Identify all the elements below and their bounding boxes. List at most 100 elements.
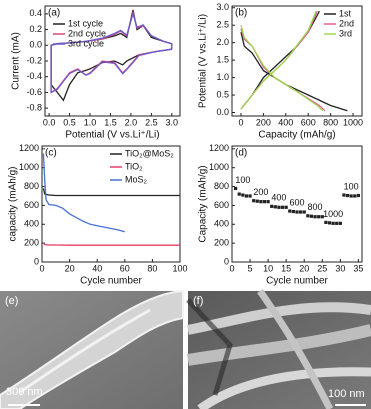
y-tick-label: 0.0 — [216, 107, 229, 117]
y-tick-label: 1.5 — [216, 55, 229, 65]
fiber — [0, 289, 184, 409]
x-axis-label: Cycle number — [80, 276, 142, 287]
series-line — [42, 153, 125, 233]
legend-label: TiO₂@MoS₂ — [125, 148, 174, 158]
legend-label: TiO₂ — [125, 161, 143, 171]
x-tick-label: 1.0 — [84, 117, 97, 127]
x-tick-label: 35 — [353, 263, 363, 273]
rate-label: 1000 — [323, 209, 343, 219]
y-tick-label: 0.0 — [29, 40, 42, 50]
series-line — [42, 188, 180, 197]
x-tick-label: 3.0 — [166, 117, 179, 127]
x-tick-label: 2.0 — [125, 117, 138, 127]
y-tick-label: -0.4 — [26, 71, 42, 81]
x-tick-label: 40 — [92, 263, 102, 273]
y-tick-label: 3.0 — [216, 2, 229, 12]
x-tick-label: 100 — [172, 263, 187, 273]
legend-label: 2nd — [339, 18, 354, 28]
data-point — [288, 209, 292, 213]
y-tick-label: 0 — [224, 256, 229, 266]
data-point — [252, 199, 256, 203]
panel-label: (b) — [235, 8, 247, 19]
x-tick-label: 20 — [65, 263, 75, 273]
data-point — [241, 193, 245, 197]
data-point — [266, 200, 270, 204]
data-point — [338, 221, 342, 225]
data-point — [277, 205, 281, 209]
x-tick-label: 800 — [323, 117, 338, 127]
chart-panel: 0 200 400 600 800 1000 0.0 0.5 1.0 1.5 2.0 2.5 3.0 Ca… — [198, 2, 363, 141]
x-tick-label: 600 — [301, 117, 316, 127]
data-point — [356, 193, 360, 198]
x-tick-label: 0.5 — [63, 117, 76, 127]
series-line — [240, 10, 324, 112]
panel-label: (e) — [5, 295, 18, 307]
x-tick-label: 0.0 — [43, 117, 56, 127]
series-line — [240, 10, 326, 112]
legend-label: 3rd — [339, 28, 352, 38]
x-tick-label: 400 — [278, 117, 293, 127]
y-tick-label: 200 — [214, 238, 229, 248]
rate-label: 200 — [253, 187, 268, 197]
data-point — [335, 221, 339, 225]
data-point — [299, 210, 303, 214]
data-point — [327, 221, 332, 225]
y-tick-label: 800 — [214, 181, 229, 191]
data-point — [324, 220, 328, 224]
y-tick-label: 600 — [214, 200, 229, 210]
plot-frame — [231, 145, 363, 263]
rate-label: 600 — [289, 197, 304, 207]
data-point — [349, 194, 353, 198]
data-point — [353, 194, 357, 198]
x-tick-label: 15 — [281, 263, 291, 273]
y-tick-label: 400 — [24, 219, 39, 229]
y-tick-label: 600 — [24, 200, 39, 210]
series-line — [50, 11, 173, 94]
data-point — [313, 215, 317, 219]
x-tick-label: 10 — [263, 263, 273, 273]
y-tick-label: -0.8 — [26, 103, 42, 113]
series-line — [240, 10, 348, 112]
x-tick-label: 30 — [335, 263, 345, 273]
x-tick-label: 5 — [248, 263, 253, 273]
legend-label: MoS₂ — [125, 174, 148, 184]
chart-panel: 0 5 10 15 20 25 30 35020040060080010001200Cycle… — [198, 143, 364, 286]
data-point — [234, 186, 238, 191]
data-point — [262, 200, 267, 204]
y-tick-label: 0.2 — [29, 24, 42, 34]
x-tick-label: 20 — [299, 263, 309, 273]
x-tick-label: 2.5 — [145, 117, 158, 127]
data-point — [309, 214, 314, 218]
data-point — [295, 210, 299, 214]
data-point — [302, 210, 306, 214]
x-tick-label: 1.5 — [104, 117, 117, 127]
y-tick-label: 800 — [24, 181, 39, 191]
data-point — [291, 209, 295, 214]
y-axis-label: Current (mA) — [11, 32, 22, 90]
x-tick-label: 60 — [120, 263, 130, 273]
x-axis-label: Capacity (mAh/g) — [258, 130, 335, 141]
y-tick-label: -0.6 — [26, 87, 42, 97]
x-tick-label: 0 — [229, 263, 234, 273]
series-line — [42, 242, 180, 246]
legend-label: 1st — [339, 8, 352, 18]
fiber — [187, 324, 371, 366]
plot-frame — [231, 5, 363, 117]
data-point — [255, 199, 259, 203]
data-point — [342, 193, 346, 197]
chart-panel: 0.0 0.5 1.0 1.5 2.0 2.5 3.0 -0.8 -0.6 -0.4 -0.2 0.0… — [11, 5, 181, 141]
data-point — [244, 194, 249, 198]
y-tick-label: 2.5 — [216, 20, 229, 30]
legend-label: 2nd cycle — [68, 28, 106, 38]
data-point — [259, 200, 263, 204]
x-tick-label: 1000 — [343, 117, 363, 127]
rate-label: 100 — [344, 181, 359, 191]
plot-frame — [41, 145, 181, 263]
x-axis-label: Cycle number — [266, 276, 328, 287]
y-tick-label: 1200 — [209, 143, 229, 153]
fiber — [257, 289, 334, 409]
x-axis-label: Potential (V vs.Li⁺/Li) — [65, 130, 159, 141]
y-axis-label: Potential (V vs.Li⁺/Li) — [198, 14, 209, 108]
y-tick-label: 1200 — [19, 143, 39, 153]
y-axis-label: capacity (mAh/g) — [8, 166, 19, 241]
